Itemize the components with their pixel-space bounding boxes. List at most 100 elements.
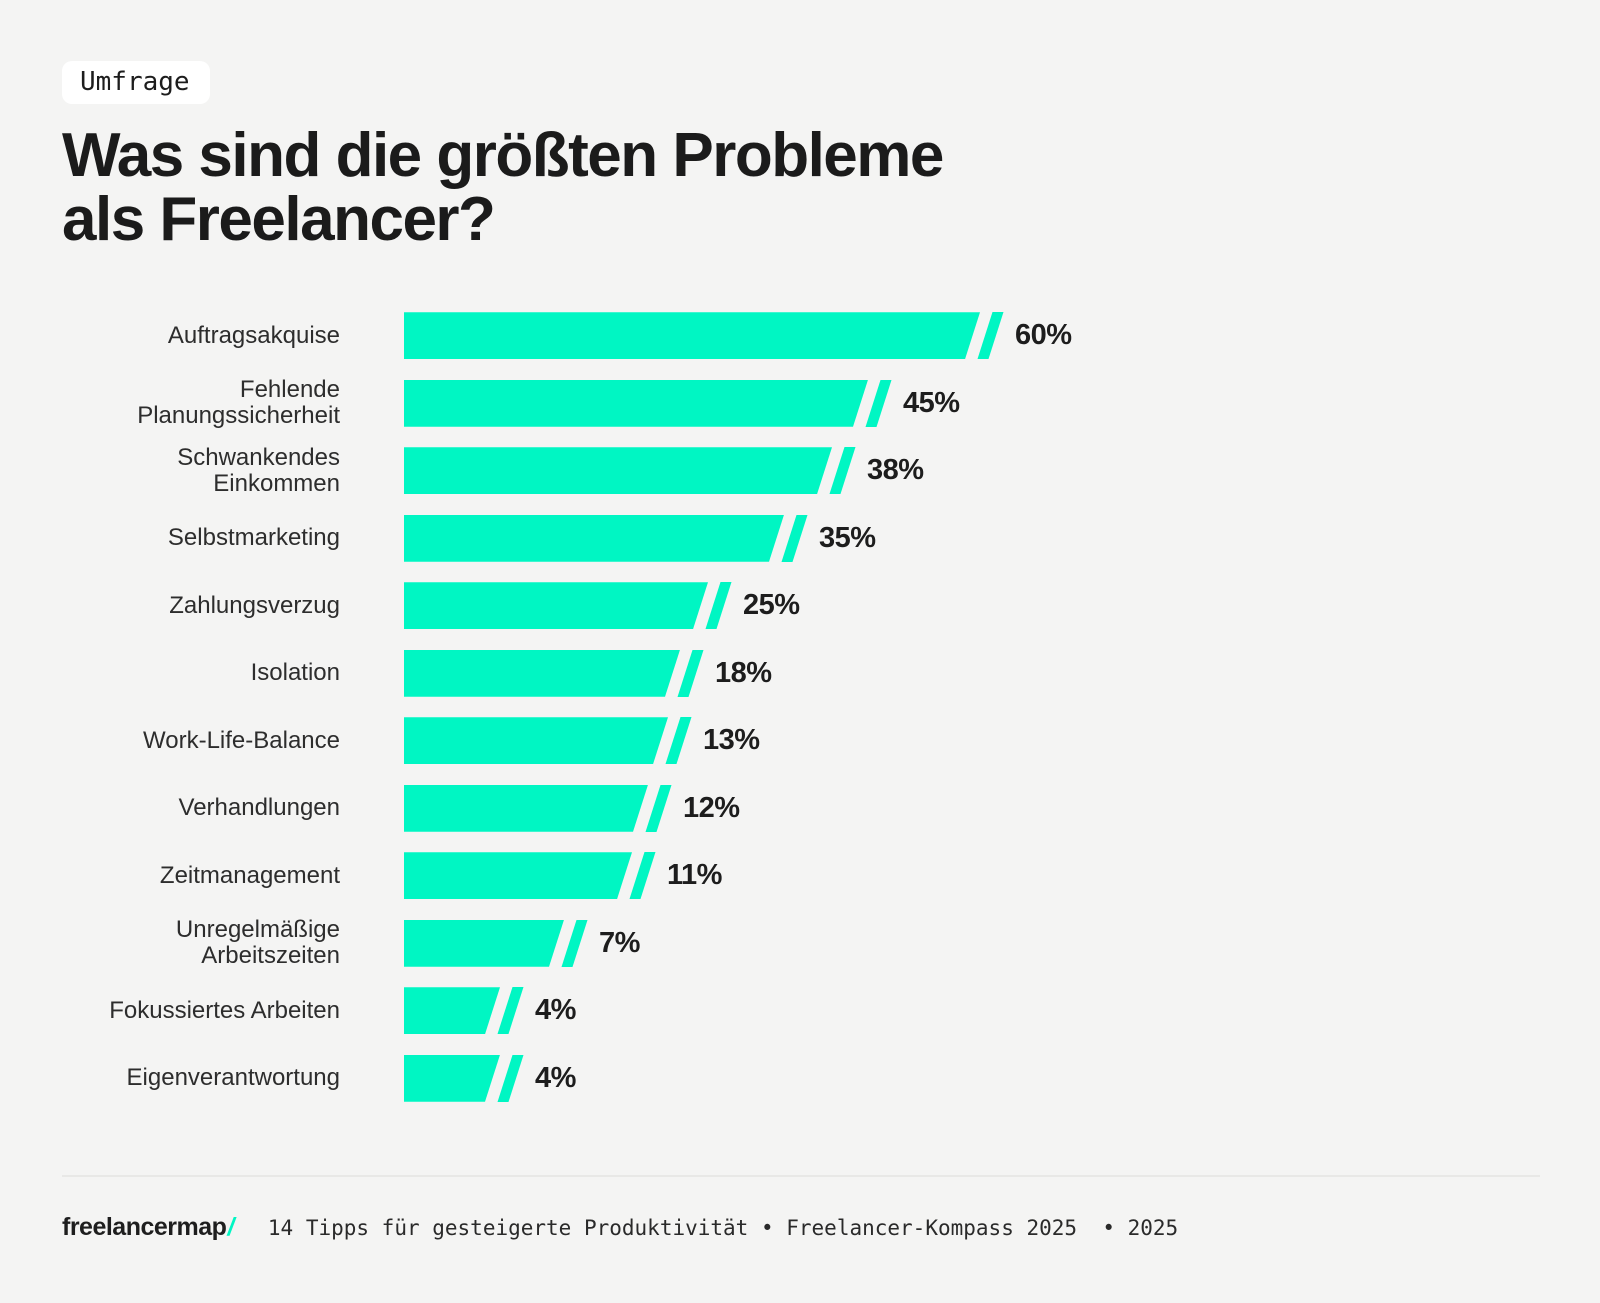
- logo-text: freelancermap: [62, 1213, 227, 1241]
- bar-row: Fehlende Planungssicherheit 45%: [62, 370, 1540, 438]
- bar-row: Zahlungsverzug 25%: [62, 572, 1540, 640]
- bar-row: Selbstmarketing 35%: [62, 505, 1540, 573]
- bar-row: Unregelmäßige Arbeitszeiten 7%: [62, 910, 1540, 978]
- bar-label: Fokussiertes Arbeiten: [62, 996, 340, 1024]
- bar-slash-icon: [781, 514, 808, 562]
- bar-value: 60%: [1015, 319, 1072, 352]
- title-line-1: Was sind die größten Probleme: [62, 121, 944, 190]
- bar-label-line: Selbstmarketing: [167, 524, 340, 552]
- bar-label: Unregelmäßige Arbeitszeiten: [62, 917, 340, 969]
- bar-label: Fehlende Planungssicherheit: [62, 377, 340, 429]
- bar-value: 11%: [667, 859, 722, 892]
- bar-row: Work-Life-Balance 13%: [62, 707, 1540, 775]
- bar: [404, 582, 708, 629]
- bar-value: 35%: [819, 521, 876, 554]
- bar-track: 11%: [404, 852, 1540, 900]
- bar-chart: Auftragsakquise 60% Fehlende Planungssicher…: [62, 302, 1540, 1112]
- bar-slash-icon: [665, 717, 692, 765]
- bar-label: Eigenverantwortung: [62, 1065, 340, 1091]
- bar-label-line: Einkommen: [213, 469, 340, 497]
- bar: [404, 852, 632, 899]
- bar: [404, 920, 564, 967]
- bar-row: Zeitmanagement 11%: [62, 842, 1540, 910]
- bar-label-line: Schwankendes: [177, 443, 340, 471]
- bar-label-line: Arbeitszeiten: [201, 942, 340, 970]
- bar-label: Zahlungsverzug: [62, 591, 340, 619]
- bar-label-line: Unregelmäßige: [175, 916, 340, 944]
- footer: freelancermap/ 14 Tipps für gesteigerte …: [62, 1213, 1540, 1242]
- bar: [404, 447, 832, 494]
- bar-value: 4%: [535, 994, 576, 1027]
- bar-value: 4%: [535, 1061, 576, 1094]
- bar-track: 18%: [404, 649, 1540, 697]
- bar-slash-icon: [705, 582, 732, 630]
- bar-track: 7%: [404, 919, 1540, 967]
- logo-slash-icon: /: [227, 1213, 234, 1241]
- bar-slash-icon: [497, 987, 524, 1035]
- bar-value: 13%: [703, 724, 760, 757]
- bar-label: Verhandlungen: [62, 795, 340, 821]
- bar-label-line: Zeitmanagement: [159, 861, 340, 889]
- bar: [404, 515, 784, 562]
- bar-track: 12%: [404, 784, 1540, 832]
- bar-track: 45%: [404, 379, 1540, 427]
- bar-label: Auftragsakquise: [62, 321, 340, 349]
- page-title: Was sind die größten Probleme als Freelan…: [62, 124, 1540, 252]
- bar: [404, 1055, 500, 1102]
- bar-row: Auftragsakquise 60%: [62, 302, 1540, 370]
- bar: [404, 312, 980, 359]
- footer-divider: [62, 1175, 1540, 1177]
- bar-label: Selbstmarketing: [62, 525, 340, 551]
- bar-track: 25%: [404, 582, 1540, 630]
- bar-label-line: Auftragsakquise: [167, 321, 340, 349]
- bar-value: 18%: [715, 656, 772, 689]
- source-text: 14 Tipps für gesteigerte Produktivität •…: [267, 1215, 1179, 1240]
- bar-track: 60%: [404, 312, 1540, 360]
- bar-value: 7%: [599, 926, 640, 959]
- bar-slash-icon: [645, 784, 672, 832]
- bar-track: 38%: [404, 447, 1540, 495]
- bar-value: 12%: [683, 791, 740, 824]
- bar-slash-icon: [865, 379, 892, 427]
- bar-row: Verhandlungen 12%: [62, 775, 1540, 843]
- bar-track: 13%: [404, 717, 1540, 765]
- bar-row: Fokussiertes Arbeiten 4%: [62, 977, 1540, 1045]
- bar-label: Schwankendes Einkommen: [62, 443, 340, 497]
- bar-track: 4%: [404, 1054, 1540, 1102]
- bar-label-line: Fehlende: [239, 376, 340, 404]
- bar-row: Isolation 18%: [62, 640, 1540, 708]
- bar-label: Isolation: [62, 660, 340, 686]
- bar-label-line: Isolation: [250, 659, 340, 687]
- bar-label: Zeitmanagement: [62, 861, 340, 889]
- bar-label-line: Fokussiertes Arbeiten: [109, 996, 340, 1024]
- bar-slash-icon: [829, 447, 856, 495]
- bar-label-line: Planungssicherheit: [137, 402, 340, 430]
- category-badge: Umfrage: [62, 61, 210, 104]
- bar-label-line: Work-Life-Balance: [143, 726, 340, 754]
- bar-label: Work-Life-Balance: [62, 726, 340, 754]
- bar-slash-icon: [497, 1054, 524, 1102]
- bar-slash-icon: [977, 312, 1004, 360]
- bar-row: Eigenverantwortung 4%: [62, 1045, 1540, 1113]
- title-line-2: als Freelancer?: [62, 185, 496, 254]
- bar-label-line: Zahlungsverzug: [169, 591, 340, 619]
- freelancermap-logo: freelancermap/: [62, 1213, 234, 1242]
- bar: [404, 380, 868, 427]
- bar: [404, 717, 668, 764]
- bar-slash-icon: [629, 852, 656, 900]
- bar-value: 45%: [903, 386, 960, 419]
- bar-row: Schwankendes Einkommen 38%: [62, 437, 1540, 505]
- bar-label-line: Eigenverantwortung: [126, 1064, 340, 1092]
- bar: [404, 785, 648, 832]
- bar: [404, 987, 500, 1034]
- bar: [404, 650, 680, 697]
- badge-label: Umfrage: [80, 67, 190, 97]
- bar-value: 38%: [867, 454, 924, 487]
- bar-value: 25%: [743, 589, 800, 622]
- bar-slash-icon: [677, 649, 704, 697]
- bar-track: 35%: [404, 514, 1540, 562]
- bar-label-line: Verhandlungen: [178, 794, 340, 822]
- bar-slash-icon: [561, 919, 588, 967]
- bar-track: 4%: [404, 987, 1540, 1035]
